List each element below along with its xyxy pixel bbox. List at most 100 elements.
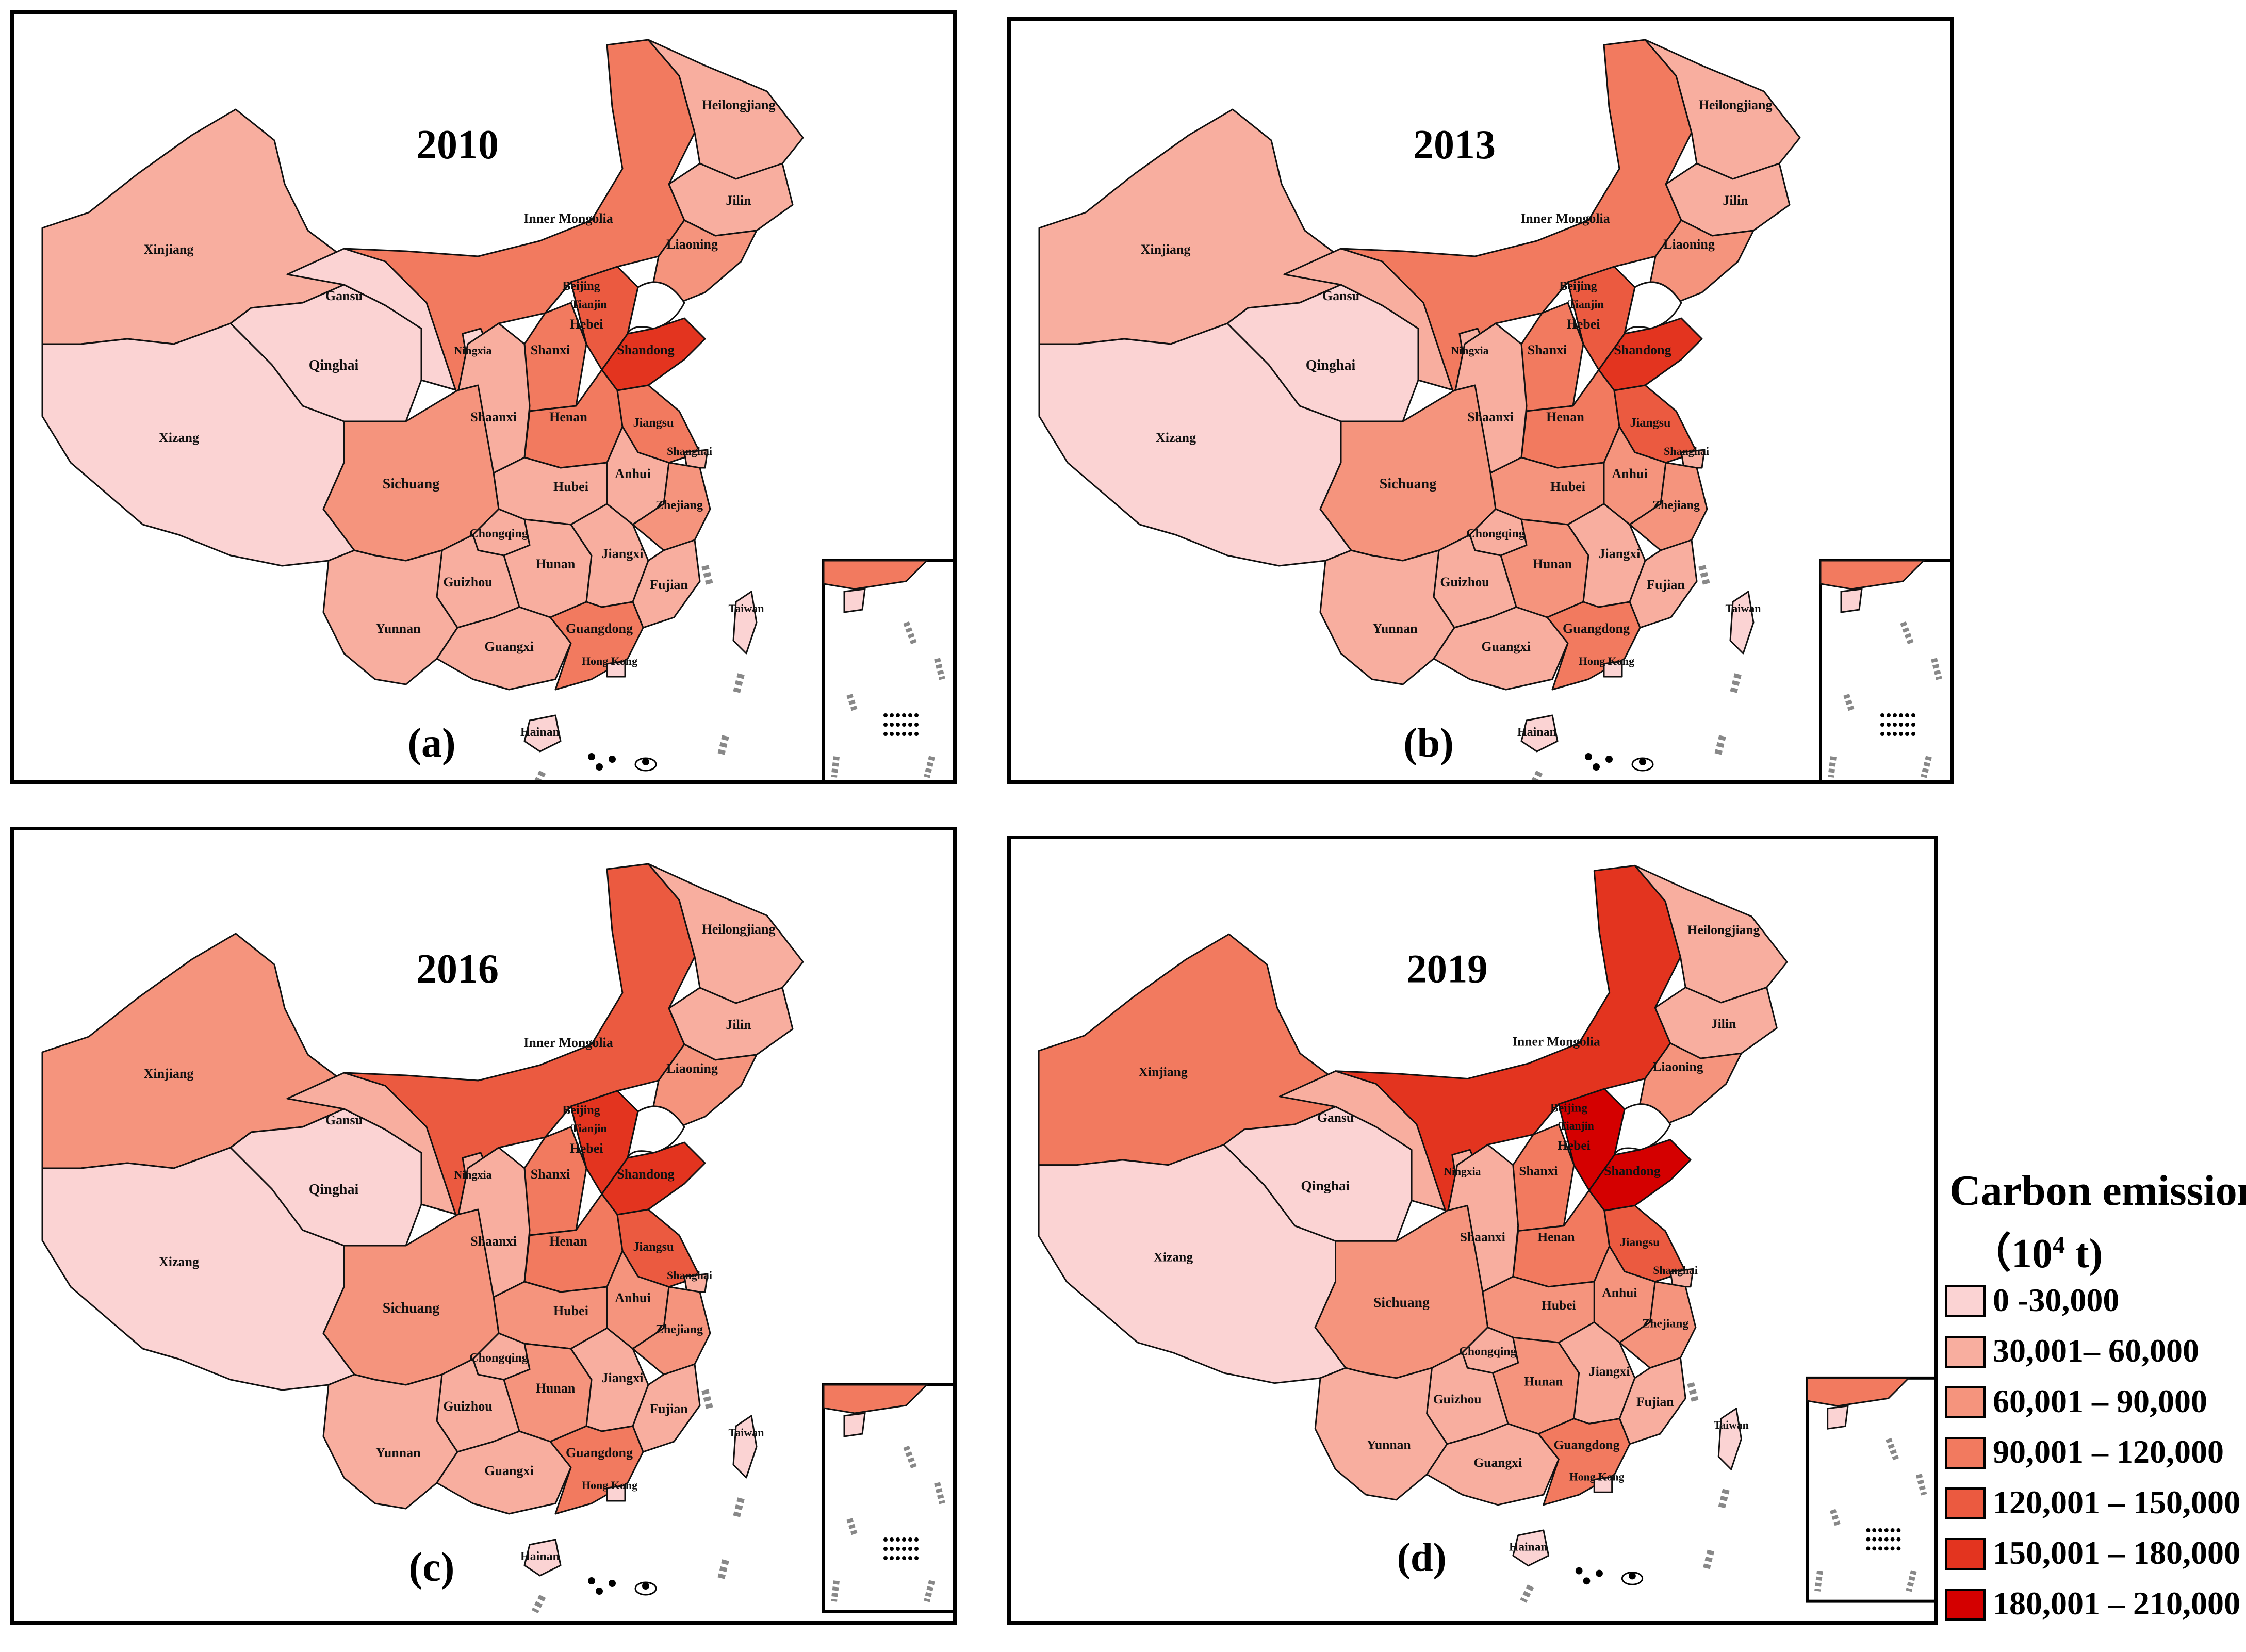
inset-boundary-dash xyxy=(831,756,840,778)
inset-island-dot xyxy=(908,1547,912,1551)
label-fujian: Fujian xyxy=(650,577,688,592)
inset-island-dot xyxy=(1872,1528,1877,1532)
label-shanxi: Shanxi xyxy=(1528,342,1567,357)
label-tianjin: Tianjin xyxy=(1568,298,1603,310)
maritime-boundary xyxy=(534,565,745,780)
label-hong-kong: Hong Kong xyxy=(582,1479,637,1492)
inset-island-dot xyxy=(908,1556,912,1560)
label-beijing: Beijing xyxy=(562,1104,600,1117)
label-guizhou: Guizhou xyxy=(443,1399,492,1414)
inset-island-dot xyxy=(908,1537,912,1542)
label-tianjin: Tianjin xyxy=(1559,1120,1594,1132)
label-ningxia: Ningxia xyxy=(454,344,491,357)
label-taiwan: Taiwan xyxy=(1714,1419,1749,1431)
bohai-sea xyxy=(1624,281,1682,334)
maritime-boundary xyxy=(531,1389,745,1614)
inset-island-dot xyxy=(902,1556,906,1560)
label-beijing: Beijing xyxy=(1550,1101,1587,1115)
label-guangdong: Guangdong xyxy=(1554,1437,1620,1452)
inset-island-dot xyxy=(1880,723,1884,727)
year-title: 2019 xyxy=(1406,947,1487,992)
label-chongqing: Chongqing xyxy=(1466,527,1524,541)
label-shanxi: Shanxi xyxy=(1519,1163,1558,1178)
inset-boundary-dash xyxy=(934,1482,945,1504)
label-shandong: Shandong xyxy=(1614,342,1671,357)
map-svg-c: Xinjiang Xizang Qinghai Gansu Inner Mongolia… xyxy=(41,863,953,1614)
inset-hainan xyxy=(1840,588,1863,613)
label-hong-kong: Hong Kong xyxy=(1579,655,1634,667)
legend-unit: （104 t) xyxy=(1970,1220,2103,1280)
province-shanghai xyxy=(683,449,709,469)
boundary-dash xyxy=(531,1594,546,1614)
province-fujian xyxy=(1618,1357,1686,1445)
label-shandong: Shandong xyxy=(1604,1163,1661,1178)
boundary-dash xyxy=(1698,565,1711,587)
label-shanxi: Shanxi xyxy=(531,342,570,357)
inset-island-dot xyxy=(902,713,906,717)
inset-boundary-dash xyxy=(1828,756,1837,778)
maritime-boundary xyxy=(1520,1382,1730,1603)
inset-boundary-dash xyxy=(924,756,935,778)
boundary-dash xyxy=(1531,770,1543,780)
label-ningxia: Ningxia xyxy=(454,1168,491,1181)
label-yunnan: Yunnan xyxy=(1367,1437,1411,1452)
island-dot xyxy=(596,1588,603,1595)
inset-boundary-dash xyxy=(1921,756,1932,778)
inset-boundary-dash xyxy=(1814,1570,1823,1592)
province-guangdong xyxy=(549,1425,644,1515)
label-guangxi: Guangxi xyxy=(484,1463,533,1478)
label-shanghai: Shanghai xyxy=(1653,1264,1698,1277)
inset-island-dot xyxy=(1866,1528,1871,1532)
label-hainan: Hainan xyxy=(520,1550,560,1563)
legend-swatch xyxy=(1945,1538,1986,1570)
legend-label: 0 -30,000 xyxy=(1993,1282,2120,1318)
province-taiwan xyxy=(732,591,758,655)
label-shandong: Shandong xyxy=(617,342,674,357)
label-guangxi: Guangxi xyxy=(1481,639,1530,654)
province-fujian xyxy=(632,1363,701,1453)
legend-unit-prefix: （10 xyxy=(1970,1231,2053,1277)
label-heilongjiang: Heilongjiang xyxy=(1698,97,1772,112)
label-ningxia: Ningxia xyxy=(1451,344,1488,357)
province-hainan xyxy=(1520,714,1559,753)
label-inner-mongolia: Inner Mongolia xyxy=(1512,1034,1600,1049)
label-fujian: Fujian xyxy=(1647,577,1685,592)
label-xinjiang: Xinjiang xyxy=(1141,242,1191,257)
label-qinghai: Qinghai xyxy=(1301,1177,1350,1193)
label-hubei: Hubei xyxy=(1542,1298,1576,1313)
label-anhui: Anhui xyxy=(615,466,650,481)
inset-island-dot xyxy=(883,732,888,736)
island-dot xyxy=(642,1582,649,1590)
bohai-sea xyxy=(627,1105,685,1158)
inset-island-dot xyxy=(1896,1528,1901,1532)
inset-island-dot xyxy=(908,723,912,727)
province-hainan xyxy=(523,714,562,753)
inset-island-dot xyxy=(883,1547,888,1551)
label-jiangsu: Jiangsu xyxy=(1630,416,1671,430)
inset-island-dot xyxy=(890,1556,894,1560)
label-hong-kong: Hong Kong xyxy=(1569,1471,1625,1483)
province-labels: Xinjiang Xizang Qinghai Gansu Inner Mongolia… xyxy=(144,922,776,1563)
province-guangxi xyxy=(436,606,572,691)
label-hebei: Hebei xyxy=(1558,1138,1591,1153)
label-sichuang: Sichuang xyxy=(383,476,440,492)
inset-island-dot xyxy=(902,723,906,727)
label-sichuang: Sichuang xyxy=(1373,1294,1430,1310)
boundary-dash xyxy=(717,735,729,758)
inset-island-dot xyxy=(890,723,894,727)
label-jiangxi: Jiangxi xyxy=(1589,1364,1630,1379)
island-outline xyxy=(634,1581,657,1596)
label-xizang: Xizang xyxy=(159,1254,199,1269)
province-taiwan xyxy=(1729,591,1755,655)
inset-island-dot xyxy=(1884,1546,1889,1551)
label-qinghai: Qinghai xyxy=(309,1182,359,1198)
inset-island-dot xyxy=(890,713,894,717)
inset-island-dot xyxy=(1884,1528,1889,1532)
label-qinghai: Qinghai xyxy=(1306,357,1356,373)
label-xizang: Xizang xyxy=(159,430,199,445)
boundary-dash xyxy=(717,1559,729,1582)
inset-island-dot xyxy=(1866,1537,1871,1542)
inset-boundary-dash xyxy=(1829,1509,1841,1526)
south-china-sea-inset xyxy=(822,1383,953,1613)
label-hubei: Hubei xyxy=(553,1303,588,1318)
